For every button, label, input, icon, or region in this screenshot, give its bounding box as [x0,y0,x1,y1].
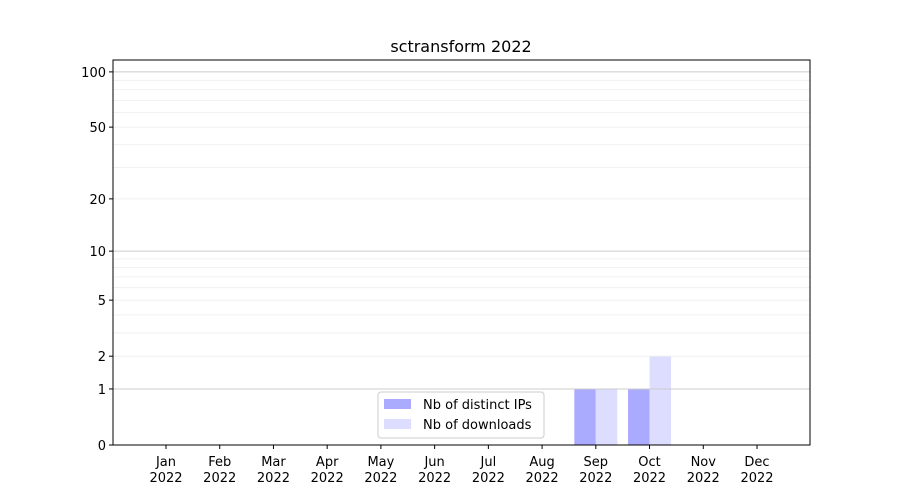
x-tick-label: 2022 [257,471,290,486]
y-tick-label: 5 [98,294,106,309]
y-tick-label: 50 [89,121,106,136]
x-tick-label: 2022 [311,471,344,486]
x-tick-label: Oct [638,455,660,470]
y-tick-label: 10 [89,245,106,260]
x-tick-label: 2022 [687,471,720,486]
x-tick-label: May [367,455,394,470]
y-tick-label: 0 [98,439,106,454]
x-tick-label: Jun [423,455,444,470]
y-tick-label: 2 [98,350,106,365]
x-tick-label: 2022 [149,471,182,486]
y-tick-label: 100 [81,66,106,81]
legend-swatch [384,419,411,429]
x-tick-label: Dec [744,455,769,470]
x-tick-label: 2022 [526,471,559,486]
legend [377,391,545,439]
chart-title: sctransform 2022 [390,37,531,56]
legend-label: Nb of downloads [423,418,532,433]
x-tick-label: 2022 [203,471,236,486]
x-tick-label: Mar [261,455,286,470]
bar-ips [628,388,650,445]
axes-frame [112,59,811,446]
x-tick-label: 2022 [472,471,505,486]
bar-downloads [649,356,672,445]
x-tick-label: Feb [208,455,231,470]
legend-label: Nb of distinct IPs [423,398,532,413]
x-tick-label: 2022 [364,471,397,486]
x-tick-label: Jul [480,455,497,470]
x-tick-label: Nov [691,455,717,470]
x-tick-label: 2022 [418,471,451,486]
x-tick-label: Apr [316,455,339,470]
x-tick-label: 2022 [740,471,773,486]
legend-swatch [384,399,411,409]
x-tick-label: 2022 [579,471,612,486]
x-tick-label: Jan [155,455,176,470]
y-tick-label: 1 [98,383,106,398]
bar-downloads [595,388,618,445]
x-tick-label: 2022 [633,471,666,486]
bar-ips [574,388,596,445]
y-tick-label: 20 [89,193,106,208]
x-tick-label: Aug [529,455,554,470]
x-tick-label: Sep [584,455,609,470]
